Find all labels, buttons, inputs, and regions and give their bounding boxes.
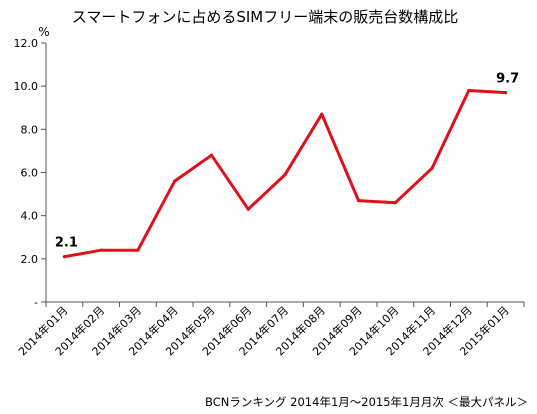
x-tick-labels: 2014年01月2014年02月2014年03月2014年04月2014年05月…: [15, 303, 511, 358]
y-tick-label: 12.0: [14, 37, 39, 50]
data-point: [504, 91, 508, 95]
data-point: [283, 173, 287, 177]
y-tick-label: 4.0: [21, 210, 39, 223]
data-point: [430, 166, 434, 170]
data-label: 9.7: [496, 72, 519, 87]
axes: [41, 42, 525, 307]
y-axis-unit: %: [38, 25, 49, 39]
data-point: [467, 88, 471, 93]
data-point: [136, 248, 140, 252]
y-tick-label: 8.0: [21, 123, 39, 136]
y-tick-label: 6.0: [21, 167, 39, 180]
y-tick-label: 2.0: [21, 253, 39, 266]
y-tick-label: -: [34, 296, 38, 309]
data-point: [209, 153, 214, 157]
data-point: [393, 201, 397, 205]
chart-title: スマートフォンに占めるSIMフリー端末の販売台数構成比: [72, 8, 458, 26]
data-point: [356, 198, 361, 203]
data-label: 2.1: [55, 236, 78, 251]
y-tick-labels: - 2.0 4.0 6.0 8.0 10.0 12.0: [14, 37, 39, 309]
data-point: [99, 248, 103, 252]
data-labels: 2.1 9.7: [55, 72, 519, 251]
data-point: [246, 207, 250, 211]
data-point: [320, 112, 324, 116]
data-point: [173, 179, 177, 183]
y-tick-label: 10.0: [14, 80, 39, 93]
data-point: [62, 255, 66, 259]
series-lines: [62, 88, 508, 259]
source-note: BCNランキング 2014年1月〜2015年1月月次 ＜最大パネル＞: [205, 395, 528, 409]
